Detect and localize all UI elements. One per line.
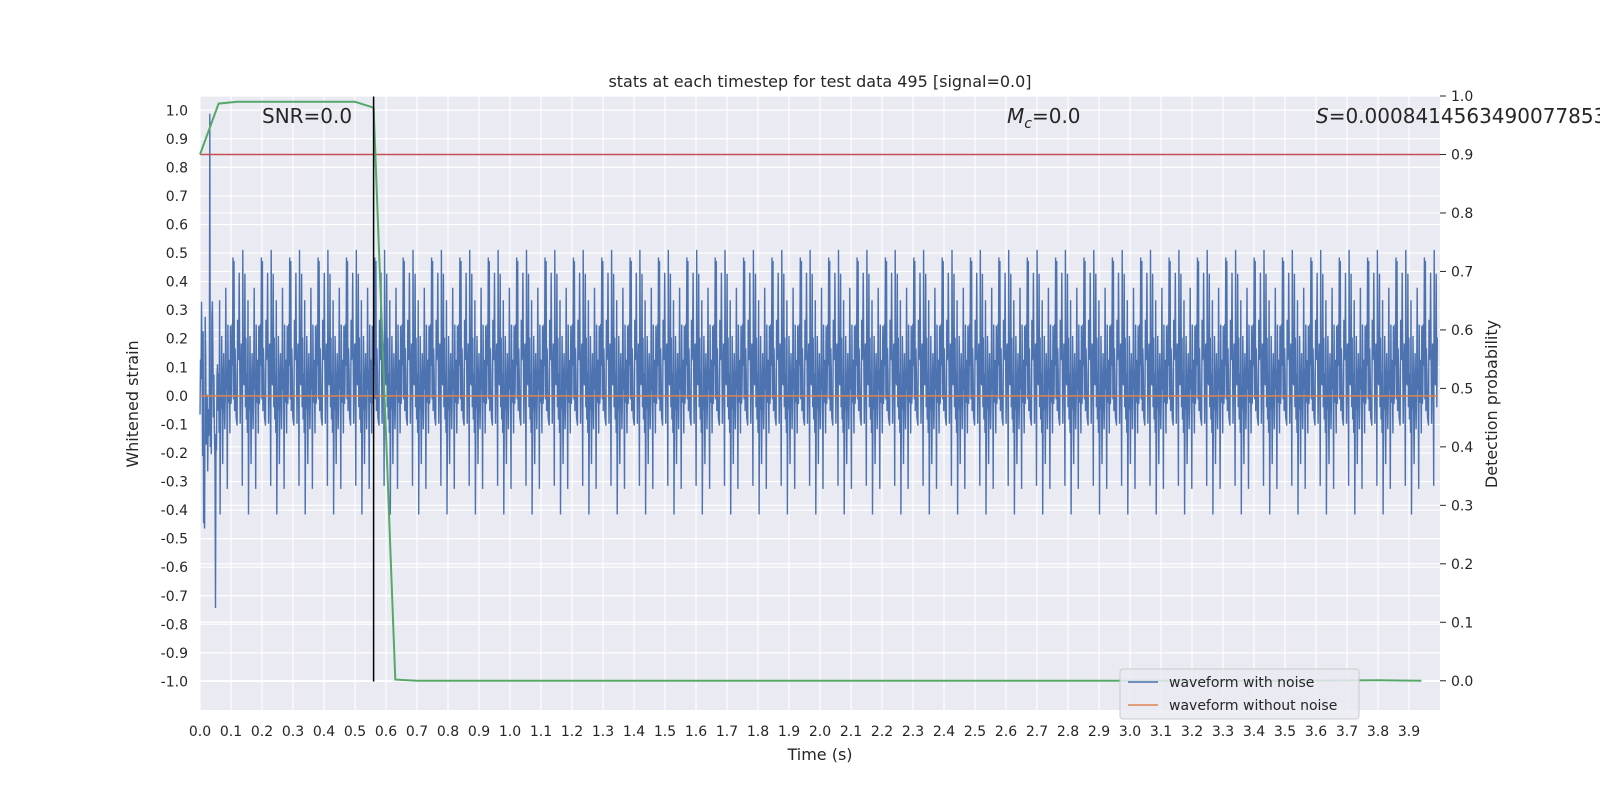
- right-y-tick-label: 0.2: [1451, 557, 1473, 573]
- chirp-mass-subscript: c: [1024, 116, 1032, 132]
- x-tick-label: 3.6: [1305, 724, 1327, 740]
- noise-trace: [199, 113, 1439, 609]
- x-tick-label: 0.5: [344, 724, 366, 740]
- x-tick-label: 3.4: [1243, 724, 1265, 740]
- x-tick-label: 2.7: [1026, 724, 1048, 740]
- right-y-tick-label: 0.6: [1451, 323, 1473, 339]
- chart-title: stats at each timestep for test data 495…: [608, 72, 1031, 91]
- x-tick-label: 1.0: [499, 724, 521, 740]
- x-tick-label: 3.8: [1367, 724, 1389, 740]
- left-y-tick-label: 0.1: [166, 360, 188, 376]
- x-tick-label: 1.4: [623, 724, 645, 740]
- right-y-tick-label: 0.5: [1451, 381, 1473, 397]
- left-y-tick-labels: 1.0 0.9 0.8 0.7 0.6 0.5 0.4 0.3 0.2 0.1 0.0 -0.1 -0.…: [161, 103, 188, 690]
- x-tick-label: 1.7: [716, 724, 738, 740]
- left-y-tick-label: 1.0: [166, 103, 188, 119]
- x-tick-label: 2.8: [1057, 724, 1079, 740]
- right-y-tick-label: 0.8: [1451, 206, 1473, 222]
- chirp-mass-value: =0.0: [1032, 104, 1081, 128]
- right-y-tick-label: 0.7: [1451, 264, 1473, 280]
- left-y-tick-label: -0.2: [161, 446, 188, 462]
- left-y-tick-label: -0.5: [161, 532, 188, 548]
- left-y-tick-label: -0.9: [161, 646, 188, 662]
- left-y-tick-label: 0.9: [166, 132, 188, 148]
- x-tick-labels: 0.0 0.1 0.2 0.3 0.4 0.5 0.6 0.7 0.8 0.9 1.0 1.1 1.2 1…: [189, 724, 1420, 740]
- x-tick-label: 2.4: [933, 724, 955, 740]
- left-y-gridlines: [200, 109, 1440, 683]
- legend-label-noise: waveform with noise: [1169, 675, 1314, 691]
- x-axis-label: Time (s): [786, 745, 852, 764]
- right-y-tick-label: 0.0: [1451, 674, 1473, 690]
- left-y-tick-label: -0.3: [161, 475, 188, 491]
- left-y-tick-label: 0.7: [166, 189, 188, 205]
- x-tick-label: 3.3: [1212, 724, 1234, 740]
- x-tick-label: 3.0: [1119, 724, 1141, 740]
- x-tick-label: 2.9: [1088, 724, 1110, 740]
- right-y-tick-labels: 1.0 0.9 0.8 0.7 0.6 0.5 0.4 0.3 0.2 0.1 0.0: [1451, 89, 1473, 690]
- right-y-tick-label: 0.9: [1451, 147, 1473, 163]
- left-y-axis-label: Whitened strain: [123, 340, 142, 467]
- x-tick-label: 0.1: [220, 724, 242, 740]
- right-y-axis-label: Detection probability: [1482, 320, 1501, 488]
- s-statistic-symbol: S: [1316, 104, 1329, 128]
- left-y-tick-label: 0.2: [166, 332, 188, 348]
- left-y-tick-label: -0.8: [161, 617, 188, 633]
- left-y-tick-label: 0.8: [166, 160, 188, 176]
- x-tick-label: 1.5: [654, 724, 676, 740]
- snr-annotation: SNR=0.0: [262, 104, 352, 128]
- right-y-tick-label: 0.1: [1451, 615, 1473, 631]
- x-tick-label: 0.3: [282, 724, 304, 740]
- s-statistic-value: =0.0008414563490077853: [1329, 104, 1600, 128]
- x-tick-label: 2.1: [840, 724, 862, 740]
- x-tick-label: 0.6: [375, 724, 397, 740]
- x-tick-label: 2.0: [809, 724, 831, 740]
- x-tick-label: 3.2: [1181, 724, 1203, 740]
- x-tick-label: 3.5: [1274, 724, 1296, 740]
- s-statistic-annotation: S=0.0008414563490077853: [1316, 104, 1600, 128]
- left-y-tick-label: 0.0: [166, 389, 188, 405]
- left-y-tick-label: 0.6: [166, 218, 188, 234]
- legend-box: [1119, 668, 1360, 720]
- left-y-tick-label: -0.1: [161, 417, 188, 433]
- right-y-tick-label: 1.0: [1451, 89, 1473, 105]
- left-y-tick-label: 0.5: [166, 246, 188, 262]
- x-tick-label: 0.8: [437, 724, 459, 740]
- left-y-tick-label: -0.4: [161, 503, 188, 519]
- x-tick-label: 1.3: [592, 724, 614, 740]
- x-tick-label: 1.2: [561, 724, 583, 740]
- left-y-tick-label: -0.6: [161, 560, 188, 576]
- series-waveform-with-noise: [199, 113, 1439, 609]
- right-y-tick-label: 0.4: [1451, 440, 1473, 456]
- right-y-tick-label: 0.3: [1451, 498, 1473, 514]
- x-tick-label: 0.2: [251, 724, 273, 740]
- x-tick-label: 2.3: [902, 724, 924, 740]
- left-y-tick-label: 0.3: [166, 303, 188, 319]
- x-tick-label: 2.6: [995, 724, 1017, 740]
- x-tick-label: 0.4: [313, 724, 335, 740]
- x-tick-label: 2.2: [871, 724, 893, 740]
- left-y-tick-label: -0.7: [161, 589, 188, 605]
- x-tick-label: 1.1: [530, 724, 552, 740]
- left-y-tick-label: -1.0: [161, 674, 188, 690]
- chirp-mass-symbol: M: [1007, 104, 1024, 128]
- x-tick-label: 0.7: [406, 724, 428, 740]
- x-tick-label: 3.7: [1336, 724, 1358, 740]
- x-tick-label: 0.0: [189, 724, 211, 740]
- x-tick-label: 0.9: [468, 724, 490, 740]
- x-tick-label: 1.9: [778, 724, 800, 740]
- x-tick-label: 1.6: [685, 724, 707, 740]
- legend-label-clean: waveform without noise: [1169, 698, 1337, 714]
- x-tick-label: 3.9: [1398, 724, 1420, 740]
- chirp-mass-annotation: Mc=0.0: [1007, 104, 1081, 132]
- x-tick-label: 2.5: [964, 724, 986, 740]
- x-tick-label: 3.1: [1150, 724, 1172, 740]
- x-tick-label: 1.8: [747, 724, 769, 740]
- left-y-tick-label: 0.4: [166, 275, 188, 291]
- legend: waveform with noise waveform without noi…: [1119, 668, 1360, 720]
